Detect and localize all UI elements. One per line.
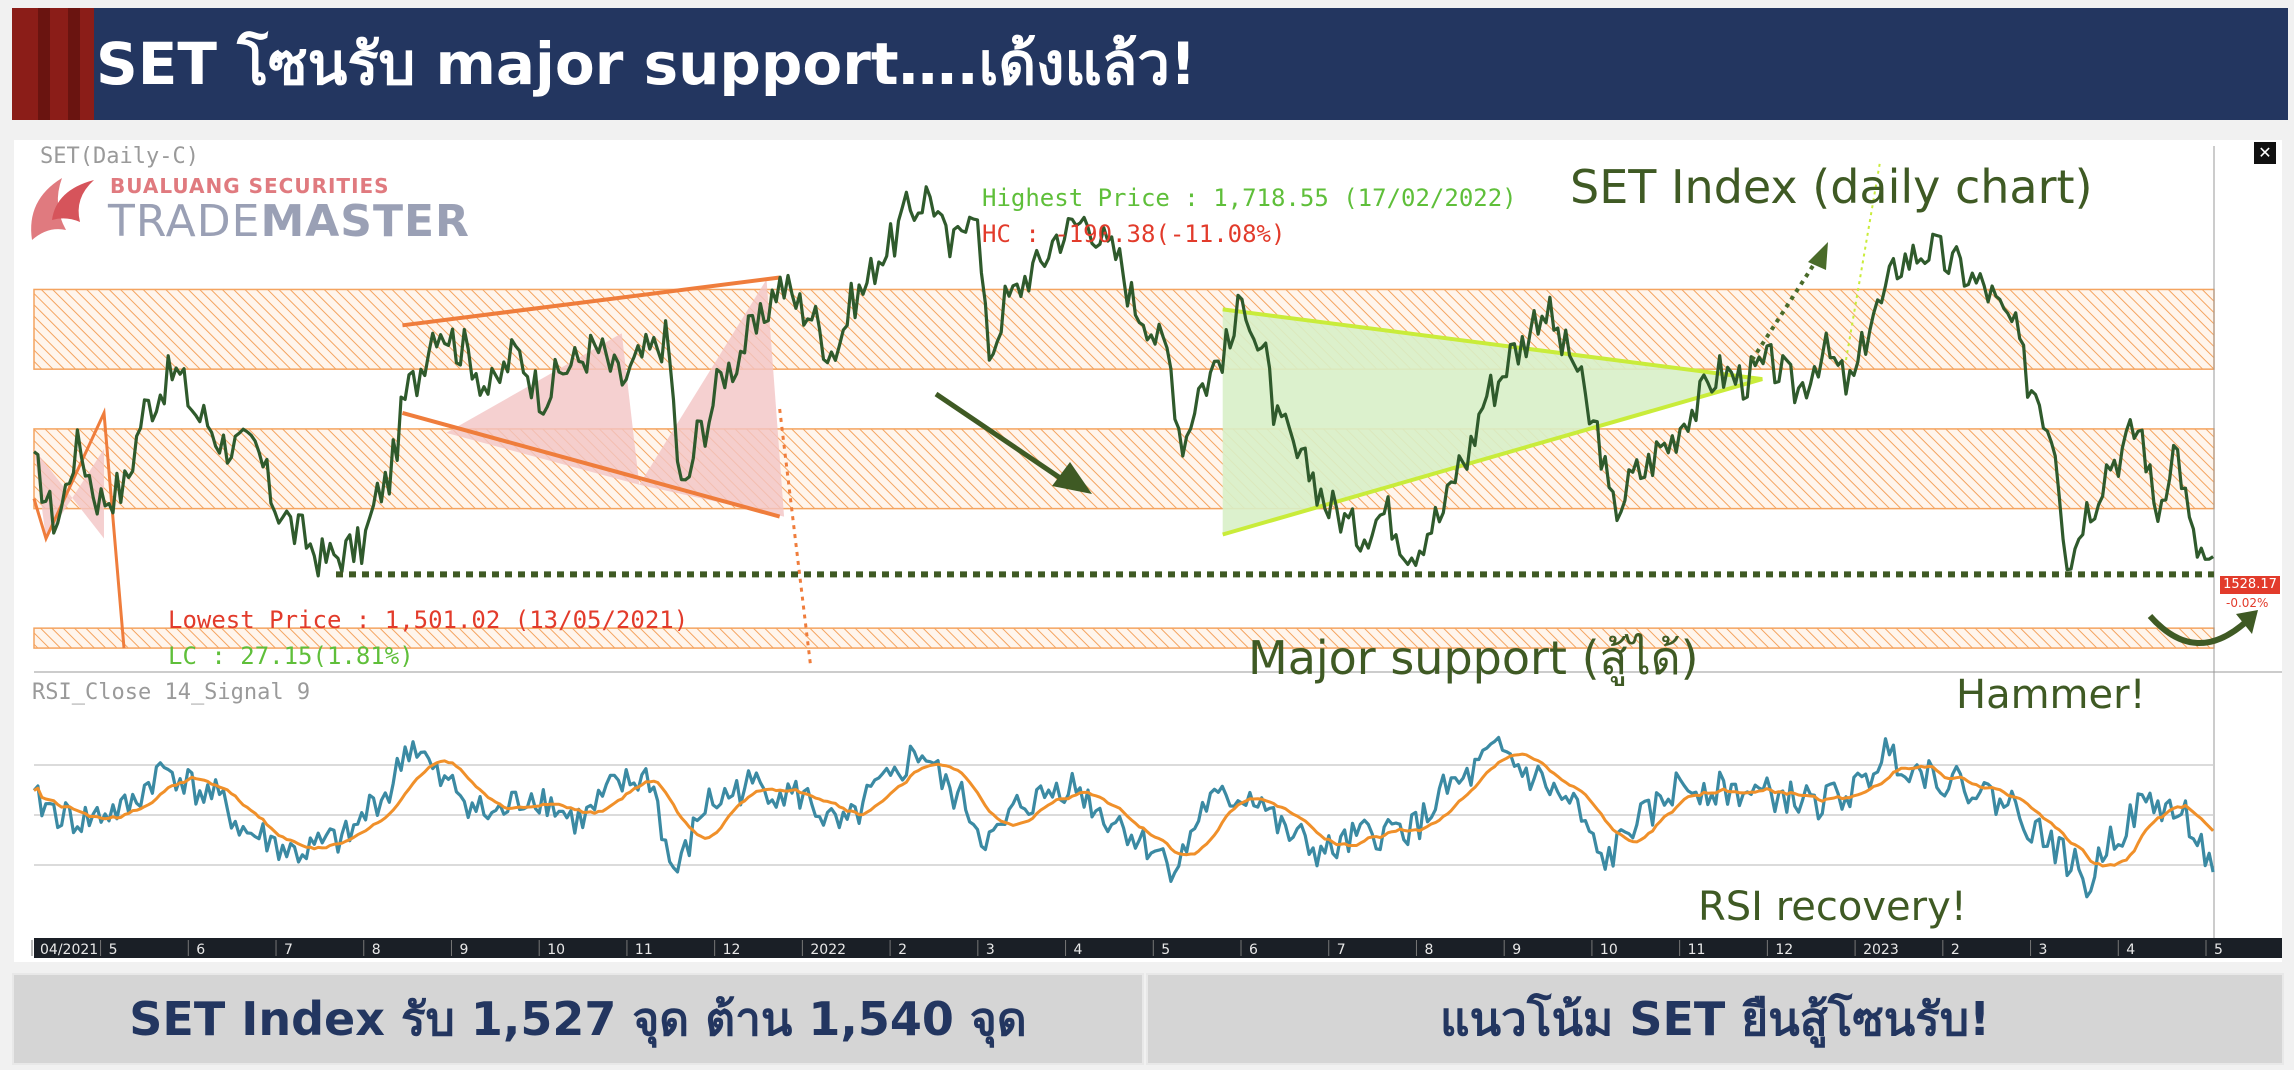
- triangle-projection-line: [1845, 161, 1881, 361]
- last-change-tag: -0.02%: [2226, 596, 2269, 610]
- wedge-projection-line: [778, 408, 812, 665]
- breakout-arrow-head: [1808, 242, 1828, 270]
- chart-title: SET Index (daily chart): [1570, 160, 2093, 214]
- left-edge-line: [32, 407, 126, 649]
- close-icon[interactable]: ✕: [2254, 142, 2276, 164]
- hc-label: HC : -190.38(-11.08%): [982, 220, 1286, 248]
- last-price-tag: 1528.17: [2220, 576, 2280, 594]
- time-axis-label: 3: [2039, 942, 2048, 958]
- rsi-signal-line: [33, 752, 2215, 868]
- time-axis-label: 9: [459, 942, 468, 958]
- wedge-lower-line: [401, 411, 781, 519]
- time-axis-label: 10: [547, 942, 565, 958]
- rsi-series-line: [32, 735, 2215, 899]
- time-axis-label: 2: [1951, 942, 1960, 958]
- time-axis-label: 10: [1600, 942, 1618, 958]
- time-axis-label: 12: [1775, 942, 1793, 958]
- time-axis-label: 4: [2126, 942, 2135, 958]
- time-axis-label: 8: [372, 942, 381, 958]
- logo-product: TRADEMASTER: [108, 196, 470, 247]
- wedge-upper-line: [402, 275, 780, 328]
- logo-icon: [31, 178, 94, 240]
- down-arrow-line: [934, 391, 1074, 489]
- wedge-fill-right: [639, 279, 785, 517]
- time-axis-label: 7: [284, 942, 293, 958]
- footer-right-text: แนวโน้ม SET ยืนสู้โซนรับ!: [1439, 992, 1991, 1046]
- hammer-curve-arrow: [2147, 614, 2251, 646]
- time-axis-label: 3: [986, 942, 995, 958]
- logo-company: BUALUANG SECURITIES: [110, 174, 390, 198]
- wedge-fill-left: [446, 333, 640, 485]
- hammer-arrow-head: [2236, 610, 2258, 634]
- footer-left-text: SET Index รับ 1,527 จุด ต้าน 1,540 จุด: [129, 992, 1027, 1046]
- time-axis-label: 2: [898, 942, 907, 958]
- time-axis-label: 5: [1161, 942, 1170, 958]
- breakout-arrow-line: [1750, 256, 1820, 362]
- title-bar: [12, 8, 2288, 120]
- accent-stripe: [68, 8, 80, 120]
- time-axis-label: 11: [635, 942, 653, 958]
- time-axis-label: 2022: [810, 942, 846, 958]
- time-axis-label: 5: [109, 942, 118, 958]
- major-support-label: Major support (สู้ได้): [1248, 631, 1699, 685]
- time-axis-label: 11: [1688, 942, 1706, 958]
- time-axis-label: 7: [1337, 942, 1346, 958]
- time-axis-label: 2023: [1863, 942, 1899, 958]
- triangle-pattern-fill: [1222, 309, 1763, 535]
- chart-panel: [14, 140, 2282, 962]
- down-arrow-head: [1052, 462, 1092, 494]
- price-zone: [33, 288, 2215, 370]
- time-axis-label: 6: [196, 942, 205, 958]
- accent-stripe: [38, 8, 50, 120]
- logo-product-light: TRADE: [108, 196, 261, 247]
- highest-price-label: Highest Price : 1,718.55 (17/02/2022): [982, 184, 1517, 212]
- footer-right-panel: แนวโน้ม SET ยืนสู้โซนรับ!: [1146, 973, 2284, 1065]
- price-series-line: [33, 185, 2214, 578]
- lowest-price-label: Lowest Price : 1,501.02 (13/05/2021): [168, 606, 689, 634]
- time-axis-label: 12: [723, 942, 741, 958]
- lc-label: LC : 27.15(1.81%): [168, 642, 414, 670]
- footer-left-panel: SET Index รับ 1,527 จุด ต้าน 1,540 จุด: [12, 973, 1144, 1065]
- time-axis-label: 5: [2214, 942, 2223, 958]
- time-axis-bar: [34, 938, 2282, 958]
- logo-product-bold: MASTER: [260, 196, 470, 247]
- time-axis-label: 9: [1512, 942, 1521, 958]
- time-axis-label: 4: [1074, 942, 1083, 958]
- triangle-pattern-lines: [1222, 307, 1763, 537]
- rsi-label: RSI_Close 14_Signal 9: [32, 680, 311, 705]
- time-axis-label: 8: [1424, 942, 1433, 958]
- hammer-label: Hammer!: [1956, 672, 2146, 718]
- series-label: SET(Daily-C): [40, 144, 199, 169]
- page-title: SET โซนรับ major support….เด้งแล้ว!: [96, 30, 1197, 98]
- time-axis-label: 04/2021: [40, 942, 98, 958]
- price-zone: [33, 428, 2215, 510]
- time-axis-label: 6: [1249, 942, 1258, 958]
- rsi-recovery-label: RSI recovery!: [1698, 884, 1967, 930]
- title-accent: [12, 8, 94, 120]
